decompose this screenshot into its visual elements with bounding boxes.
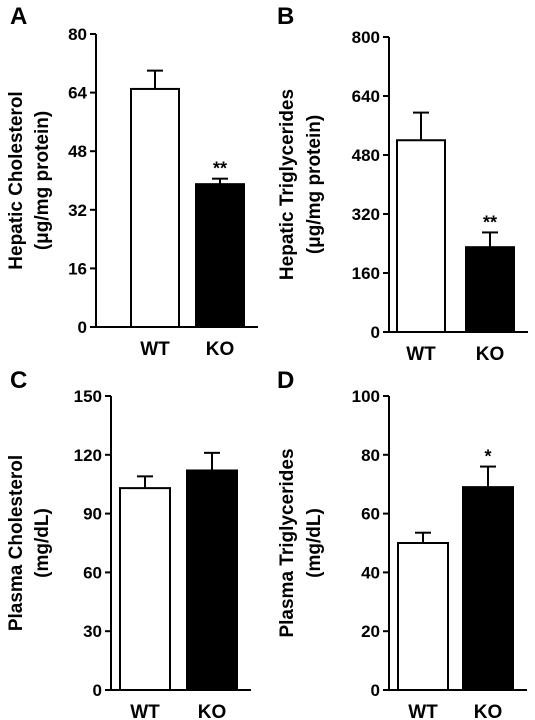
- panel-letter-b: B: [277, 3, 294, 30]
- y-tick-label: 150: [74, 387, 102, 406]
- category-label-wt: WT: [406, 344, 436, 365]
- y-axis-label-line2: (μg/mg protein): [32, 111, 53, 250]
- category-label-ko: KO: [474, 702, 503, 720]
- y-tick-label: 60: [361, 505, 380, 524]
- y-tick-label: 160: [352, 264, 380, 283]
- y-axis-label-line2: (μg/mg protein): [304, 115, 325, 254]
- y-tick-label: 80: [68, 25, 87, 44]
- panel-c: C 0 30 60 90 120 150 WT KO Plasma Cholesterol (mg/…: [6, 367, 251, 720]
- y-tick-label: 120: [74, 446, 102, 465]
- bar-ko: [465, 246, 515, 333]
- category-label-ko: KO: [206, 339, 235, 360]
- category-label-wt: WT: [408, 702, 438, 720]
- category-label-ko: KO: [198, 702, 227, 720]
- panel-b: B 0 160 320 480 640 800 WT ** KO Hepatic Triglycer…: [277, 3, 528, 365]
- significance-mark: **: [483, 212, 497, 232]
- y-tick-label: 80: [361, 446, 380, 465]
- bar-ko: [186, 469, 238, 692]
- panel-letter-d: D: [277, 367, 294, 394]
- bar-ko: [195, 183, 245, 328]
- y-tick-label: 0: [78, 318, 87, 337]
- y-axis-label-line2: (mg/dL): [304, 508, 325, 578]
- bar-wt: [130, 87, 180, 328]
- y-axis-label-line1: Hepatic Triglycerides: [277, 89, 298, 280]
- bar-wt: [396, 139, 446, 333]
- y-tick-label: 0: [93, 681, 102, 700]
- y-tick-label: 640: [352, 87, 380, 106]
- y-tick-label: 320: [352, 205, 380, 224]
- y-axis-label-line1: Plasma Cholesterol: [6, 455, 27, 631]
- significance-mark: **: [213, 159, 227, 179]
- category-label-wt: WT: [130, 702, 160, 720]
- bar-wt: [397, 542, 449, 691]
- y-tick-label: 480: [352, 146, 380, 165]
- panel-a: A 0 16 32 48 64 80 WT ** KO Hepatic Cholesterol (μg…: [6, 3, 258, 360]
- panel-letter-c: C: [10, 367, 27, 394]
- y-tick-label: 40: [361, 563, 380, 582]
- y-tick-label: 32: [68, 201, 87, 220]
- y-tick-label: 60: [83, 563, 102, 582]
- y-axis-label-line1: Plasma Triglycerides: [277, 448, 298, 637]
- y-axis-label-line2: (mg/dL): [32, 508, 53, 578]
- y-axis-label-line1: Hepatic Cholesterol: [6, 91, 27, 269]
- y-tick-label: 30: [83, 622, 102, 641]
- category-label-ko: KO: [476, 344, 505, 365]
- y-tick-label: 100: [352, 387, 380, 406]
- y-tick-label: 20: [361, 622, 380, 641]
- panel-letter-a: A: [10, 3, 27, 30]
- panel-d: D 0 20 40 60 80 100 WT * KO Plasma Triglycerides (m…: [277, 367, 527, 720]
- y-tick-label: 16: [68, 259, 87, 278]
- y-tick-label: 0: [371, 323, 380, 342]
- y-tick-label: 64: [68, 84, 87, 103]
- y-tick-label: 800: [352, 28, 380, 47]
- bar-wt: [119, 487, 171, 691]
- category-label-wt: WT: [140, 339, 170, 360]
- significance-mark: *: [484, 447, 491, 467]
- y-tick-label: 48: [68, 142, 87, 161]
- y-tick-label: 90: [83, 505, 102, 524]
- bar-ko: [462, 486, 514, 692]
- y-tick-label: 0: [371, 681, 380, 700]
